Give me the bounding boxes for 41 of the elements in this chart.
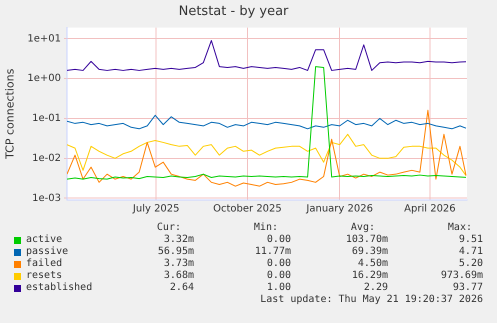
- text: 56.95m: [158, 246, 194, 258]
- text: 3.32m: [164, 234, 194, 246]
- x-tick-label: July 2025: [132, 204, 180, 215]
- text: 16.29m: [352, 270, 388, 282]
- y-tick-label: 1e-02: [32, 152, 61, 164]
- text: Cur:: [156, 222, 181, 234]
- text: Last update: Thu May 21 19:20:37 2026: [260, 294, 483, 306]
- legend-label: passive: [26, 246, 68, 258]
- text: 2.64: [170, 282, 194, 294]
- text: 3.68m: [164, 270, 194, 282]
- text: 973.69m: [440, 270, 483, 282]
- y-tick-label: 1e-03: [32, 192, 61, 204]
- chart-title: Netstat - by year: [178, 4, 290, 20]
- text: Min:: [254, 222, 278, 234]
- text: 4.50m: [358, 258, 388, 270]
- y-tick-label: 1e-01: [32, 113, 61, 124]
- y-tick-label: 1e+00: [27, 73, 61, 84]
- text: 93.77: [452, 282, 483, 294]
- x-tick-label: January 2026: [305, 204, 373, 215]
- text: 0.00: [266, 234, 291, 246]
- text: 11.77m: [254, 246, 291, 258]
- legend-label: active: [26, 234, 62, 246]
- text: Max:: [448, 222, 472, 234]
- x-tick-label: April 2026: [404, 204, 456, 215]
- text: 9.51: [458, 234, 483, 246]
- text: 4.71: [458, 246, 483, 258]
- text: 2.29: [364, 282, 388, 294]
- text: 103.70m: [346, 234, 388, 246]
- text: 69.39m: [352, 246, 388, 258]
- legend-label: failed: [26, 258, 62, 270]
- y-axis-title: TCP connections: [3, 68, 16, 160]
- text: Avg:: [350, 222, 375, 234]
- legend-label: resets: [26, 270, 62, 282]
- y-tick-label: 1e+01: [27, 33, 61, 44]
- text: 0.00: [266, 270, 291, 282]
- text: 5.20: [458, 258, 483, 270]
- x-tick-label: October 2025: [213, 204, 282, 215]
- text: 3.73m: [164, 258, 194, 270]
- legend-label: established: [26, 282, 92, 294]
- text: 1.00: [266, 282, 291, 294]
- text: 0.00: [266, 258, 291, 270]
